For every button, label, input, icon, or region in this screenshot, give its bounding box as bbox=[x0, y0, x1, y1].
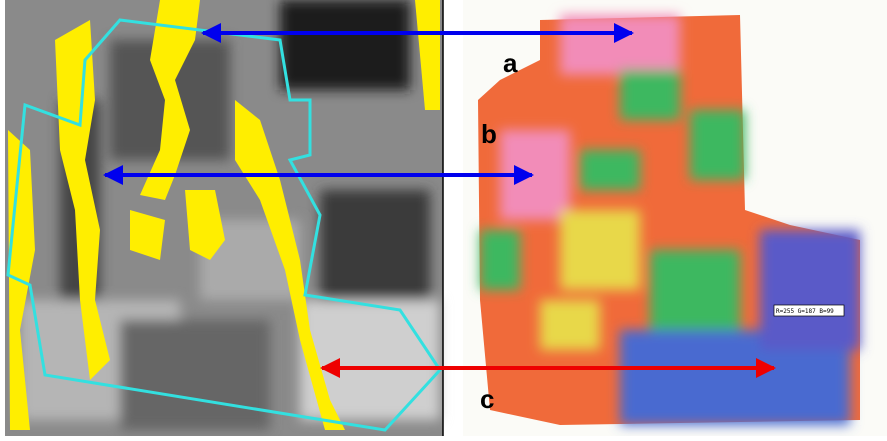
figure: R=255 G=187 B=99 a b c bbox=[0, 0, 887, 436]
label: c bbox=[480, 384, 494, 414]
satellite-image bbox=[5, 0, 443, 436]
field-map: R=255 G=187 B=99 bbox=[463, 0, 887, 436]
pixel-readout: R=255 G=187 B=99 bbox=[776, 308, 834, 315]
label: a bbox=[503, 48, 518, 78]
label: b bbox=[481, 119, 497, 149]
